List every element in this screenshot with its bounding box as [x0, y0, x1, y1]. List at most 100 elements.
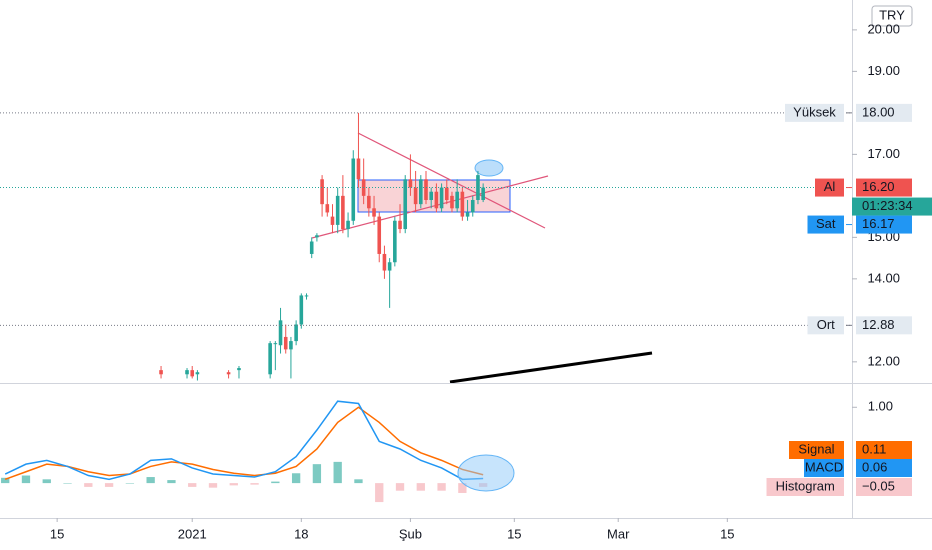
- x-tick-label: 15: [720, 526, 734, 541]
- histogram-bar: [291, 473, 301, 484]
- ellipse: [474, 159, 504, 177]
- histogram-bar: [84, 483, 93, 487]
- histogram-bar: [250, 483, 259, 485]
- trend-line: [311, 175, 549, 239]
- candle-body: [351, 158, 356, 221]
- legend-name: Histogram: [776, 478, 835, 493]
- histogram-bar: [271, 481, 280, 484]
- candle-body: [278, 320, 283, 346]
- value-label: 0.06: [862, 459, 887, 474]
- histogram-bar: [63, 483, 72, 484]
- level-value: 16.17: [862, 216, 895, 231]
- candle-body: [159, 370, 163, 375]
- candle-body: [403, 179, 408, 230]
- histogram-bar: [125, 483, 135, 484]
- value-label: −0.05: [862, 478, 895, 493]
- level-value-badge: [856, 178, 912, 197]
- candle-body: [455, 191, 459, 209]
- histogram-bar: [375, 483, 384, 503]
- candle-body: [325, 204, 330, 213]
- candle-body: [382, 253, 387, 271]
- y-tick-label: 14.00: [867, 270, 900, 285]
- candle-body: [413, 187, 418, 205]
- candle-body: [294, 324, 298, 342]
- candle-body: [330, 216, 335, 225]
- histogram-bar: [458, 483, 467, 493]
- x-tick-label: Mar: [607, 526, 630, 541]
- candle-body: [289, 341, 293, 350]
- candle-body: [377, 216, 382, 254]
- histogram-bar: [21, 475, 31, 484]
- level-value: 18.00: [862, 104, 895, 119]
- y-tick-label: 19.00: [867, 63, 900, 78]
- x-tick-label: 2021: [178, 526, 207, 541]
- x-tick-label: 18: [294, 526, 308, 541]
- trend-line: [357, 132, 546, 229]
- level-value-badge: [856, 215, 912, 234]
- level-name: Al: [824, 179, 836, 194]
- drawings: [311, 132, 653, 383]
- y-tick-label: 1.00: [868, 399, 893, 414]
- value-badge: [856, 441, 912, 459]
- level-name: Ort: [817, 317, 835, 332]
- legend-badge: [789, 441, 844, 459]
- candle-body: [315, 235, 319, 238]
- level-name: Yüksek: [793, 104, 836, 119]
- candle-body: [444, 187, 449, 201]
- candle-body: [299, 295, 304, 325]
- candle-body: [237, 368, 241, 371]
- candle-body: [481, 187, 485, 201]
- candle-body: [450, 195, 454, 209]
- currency: TRY: [879, 7, 905, 22]
- histogram-bar: [1, 477, 10, 484]
- macd-line: [4, 406, 484, 481]
- legend-name: Signal: [798, 441, 834, 456]
- candle-body: [304, 295, 309, 297]
- histogram-bar: [229, 483, 238, 486]
- candle-body: [268, 343, 272, 375]
- candle-body: [309, 241, 314, 254]
- value-badge: [856, 459, 912, 477]
- candle-body: [434, 191, 439, 209]
- candle-body: [419, 179, 423, 205]
- x-tick-label: 15: [507, 526, 521, 541]
- value-badge: [856, 478, 912, 496]
- histogram-bar: [42, 479, 51, 484]
- x-tick-label: Şub: [399, 526, 422, 541]
- level-value-badge: [856, 103, 912, 122]
- histogram-bar: [104, 483, 114, 487]
- histogram-bar: [167, 480, 176, 484]
- candle-body: [398, 220, 402, 230]
- histogram-bar: [395, 483, 405, 491]
- histogram-bar: [208, 483, 218, 488]
- candle-body: [393, 220, 397, 263]
- candle-body: [356, 158, 361, 180]
- histogram-bar: [437, 483, 446, 491]
- candle-body: [195, 372, 200, 375]
- candle-body: [190, 370, 195, 377]
- level-name-badge: [785, 103, 844, 122]
- y-tick-label: 20.00: [867, 21, 900, 36]
- candle-body: [185, 370, 189, 375]
- countdown-badge: [852, 197, 932, 216]
- level-value-badge: [856, 316, 912, 335]
- candle-body: [470, 200, 475, 213]
- legend-badge: [804, 459, 844, 477]
- candle-body: [273, 343, 278, 345]
- candle-body: [424, 179, 428, 201]
- candle-body: [460, 191, 465, 217]
- level-name: Sat: [816, 216, 836, 231]
- y-tick-label: 17.00: [867, 146, 900, 161]
- histogram-bar: [416, 483, 425, 491]
- trend-line: [449, 351, 653, 383]
- candle-body: [346, 220, 350, 230]
- currency-box: [871, 5, 913, 27]
- level-name-badge: [807, 215, 844, 234]
- level-value: 12.88: [862, 317, 895, 332]
- candle-body: [367, 195, 371, 209]
- range-box: [357, 179, 511, 213]
- macd-line: [4, 400, 484, 481]
- level-name-badge: [815, 178, 844, 197]
